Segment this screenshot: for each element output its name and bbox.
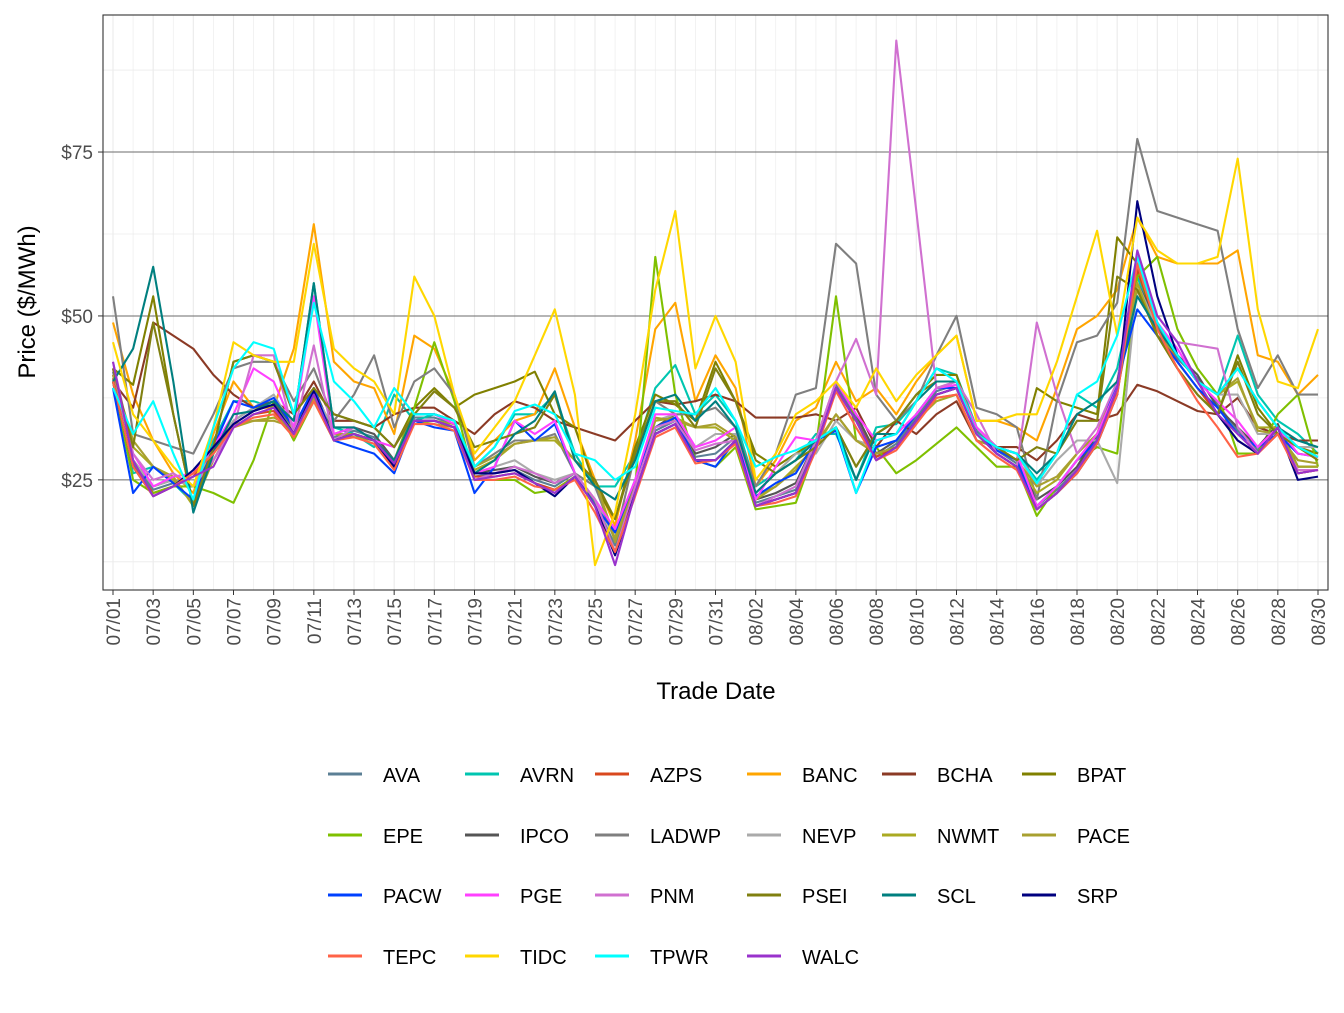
legend-label: AVRN	[520, 765, 574, 787]
x-tick-label: 08/22	[1148, 598, 1169, 646]
x-tick-label: 07/03	[144, 598, 165, 646]
x-tick-label: 07/19	[466, 598, 487, 646]
legend-label: SRP	[1077, 886, 1118, 908]
legend-label: IPCO	[520, 826, 569, 848]
legend-label: AVA	[383, 765, 421, 787]
x-tick-label: 07/23	[546, 598, 567, 646]
x-tick-label: 07/07	[225, 598, 246, 646]
legend-item: PACW	[328, 886, 442, 908]
x-tick-label: 08/14	[988, 598, 1009, 646]
legend-item: WALC	[747, 947, 859, 969]
x-tick-label: 07/11	[305, 598, 326, 644]
x-tick-label: 07/31	[707, 598, 728, 646]
series-line-bcha	[112, 321, 1318, 462]
series-lines	[111, 39, 1320, 567]
series-line-ladwp	[111, 137, 1318, 540]
x-tick-label: 08/20	[1108, 598, 1129, 646]
x-tick-label: 07/01	[104, 598, 125, 646]
legend-label: NEVP	[802, 826, 856, 848]
legend-item: NEVP	[747, 826, 856, 848]
legend-item: AVRN	[465, 765, 574, 787]
legend-item: TIDC	[465, 947, 567, 969]
x-tick-label: 08/28	[1269, 598, 1290, 646]
legend-label: SCL	[937, 886, 976, 908]
legend-item: PGE	[465, 886, 562, 908]
x-tick-label: 08/08	[867, 598, 888, 646]
x-tick-label: 07/29	[666, 598, 687, 646]
legend-label: TIDC	[520, 947, 567, 969]
x-tick-label: 07/25	[586, 598, 607, 646]
legend-item: BPAT	[1022, 765, 1126, 787]
legend-label: EPE	[383, 826, 423, 848]
x-tick-label: 08/26	[1229, 598, 1250, 646]
legend-label: BPAT	[1077, 765, 1126, 787]
legend-label: PGE	[520, 886, 562, 908]
x-tick-label: 08/16	[1028, 598, 1049, 646]
y-axis-title: Price ($/MWh)	[14, 225, 41, 378]
series-line-walc	[111, 249, 1319, 567]
legend-label: BCHA	[937, 765, 993, 787]
x-tick-label: 08/30	[1309, 598, 1330, 646]
x-tick-label: 08/24	[1189, 598, 1210, 646]
legend-label: LADWP	[650, 826, 721, 848]
legend-label: BANC	[802, 765, 858, 787]
legend-item: SCL	[882, 886, 976, 908]
legend-label: NWMT	[937, 826, 999, 848]
legend-item: SRP	[1022, 886, 1118, 908]
series-line-psei	[111, 275, 1319, 521]
legend: AVA AVRN AZPS BANC BCHA BPAT EPE IPCO LADWP NEVP N…	[328, 765, 1130, 969]
legend-item: BCHA	[882, 765, 993, 787]
y-tick-label: $25	[61, 471, 93, 492]
legend-label: PNM	[650, 886, 694, 908]
legend-item: NWMT	[882, 826, 999, 848]
x-tick-label: 07/05	[184, 598, 205, 646]
legend-label: WALC	[802, 947, 859, 969]
series-line-banc	[111, 216, 1319, 527]
x-tick-label: 07/09	[265, 598, 286, 646]
legend-label: PACW	[383, 886, 442, 908]
legend-item: EPE	[328, 826, 423, 848]
x-axis: 07/01 07/03 07/05 07/07 07/09 07/11 07/13 07/15…	[104, 590, 1330, 646]
legend-label: AZPS	[650, 765, 702, 787]
x-tick-label: 08/04	[787, 598, 808, 646]
legend-item: BANC	[747, 765, 858, 787]
y-tick-label: $50	[61, 307, 93, 328]
legend-label: TEPC	[383, 947, 436, 969]
legend-item: TEPC	[328, 947, 436, 969]
legend-item: PNM	[595, 886, 694, 908]
legend-label: PACE	[1077, 826, 1130, 848]
y-tick-label: $75	[61, 143, 93, 164]
x-tick-label: 07/27	[626, 598, 647, 646]
x-tick-label: 08/06	[827, 598, 848, 646]
x-axis-title: Trade Date	[656, 678, 775, 705]
legend-item: TPWR	[595, 947, 709, 969]
y-axis: $25 $50 $75	[61, 143, 103, 492]
x-tick-label: 07/15	[385, 598, 406, 646]
x-tick-label: 07/17	[425, 598, 446, 646]
x-tick-label: 07/21	[506, 598, 527, 646]
x-tick-label: 07/13	[345, 598, 366, 646]
legend-item: PACE	[1022, 826, 1130, 848]
x-tick-label: 08/12	[948, 598, 969, 646]
legend-label: PSEI	[802, 886, 848, 908]
x-tick-label: 08/18	[1068, 598, 1089, 646]
legend-item: PSEI	[747, 886, 848, 908]
x-tick-label: 08/02	[747, 598, 768, 646]
legend-item: AZPS	[595, 765, 702, 787]
x-tick-label: 08/10	[907, 598, 928, 646]
legend-item: IPCO	[465, 826, 569, 848]
legend-label: TPWR	[650, 947, 709, 969]
legend-item: LADWP	[595, 826, 721, 848]
series-line-tpwr	[112, 255, 1319, 501]
legend-item: AVA	[328, 765, 421, 787]
